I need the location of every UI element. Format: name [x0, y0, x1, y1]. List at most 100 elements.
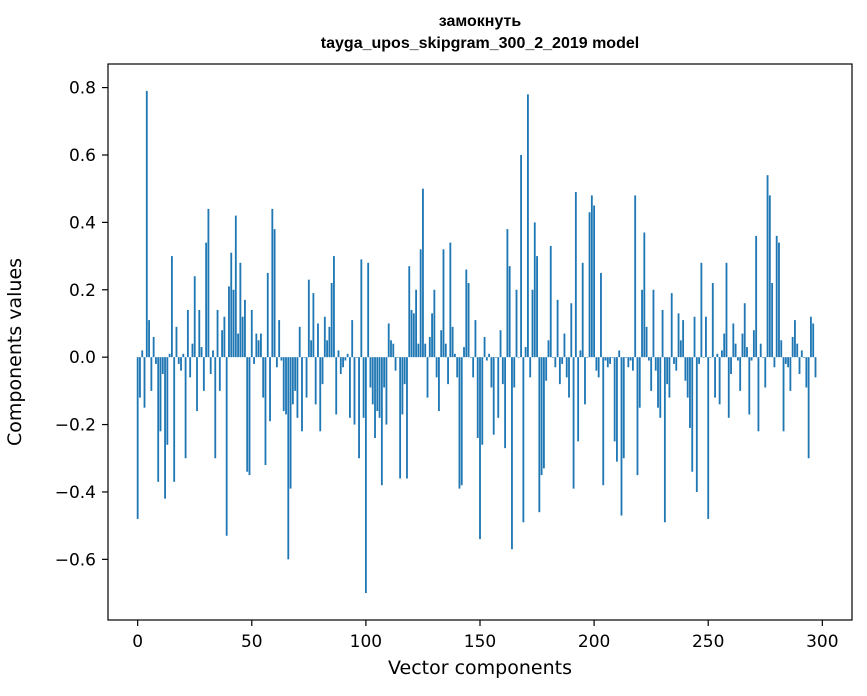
bar: [440, 330, 443, 358]
bar: [700, 262, 703, 358]
bar: [549, 245, 552, 358]
bar: [488, 353, 491, 358]
bar: [533, 222, 536, 358]
y-tick-label: 0.4: [69, 213, 96, 233]
bar: [659, 357, 662, 418]
bar: [501, 357, 504, 385]
bar: [266, 272, 269, 358]
bar: [716, 353, 719, 358]
bar: [739, 357, 742, 391]
bar: [212, 350, 214, 358]
bar: [182, 353, 185, 358]
bar: [750, 357, 753, 361]
bar: [180, 357, 182, 371]
bar: [408, 266, 411, 358]
bar: [693, 316, 696, 358]
bar: [515, 289, 518, 358]
bar: [634, 195, 637, 358]
bar: [349, 357, 351, 418]
bar: [392, 343, 395, 358]
bar: [796, 343, 799, 358]
bar: [657, 357, 659, 408]
bar: [810, 316, 812, 358]
bar: [780, 340, 783, 358]
bar: [177, 357, 180, 364]
bar: [495, 357, 497, 358]
bar: [631, 357, 634, 371]
bar: [264, 357, 267, 465]
bar: [668, 357, 671, 398]
bar: [812, 323, 815, 358]
bar: [721, 350, 723, 358]
bar: [435, 357, 438, 378]
bar: [458, 357, 461, 489]
bar: [629, 357, 632, 361]
bar: [214, 357, 217, 459]
bar: [371, 357, 374, 405]
x-tick-label: 0: [132, 632, 143, 652]
bar: [353, 357, 356, 425]
bar: [396, 357, 399, 358]
bar: [463, 347, 465, 358]
bar: [453, 353, 456, 358]
bar: [139, 357, 141, 398]
bar: [807, 357, 810, 459]
y-tick-label: −0.4: [55, 483, 96, 503]
bar: [221, 330, 224, 358]
bar: [321, 357, 324, 385]
bar: [237, 333, 239, 358]
bar: [291, 357, 294, 405]
bar: [239, 262, 242, 358]
bar: [511, 357, 513, 550]
bar: [312, 293, 315, 358]
bar: [695, 357, 698, 492]
bar: [184, 357, 187, 459]
bar: [305, 357, 308, 398]
bar: [784, 357, 787, 364]
bar: [755, 235, 758, 358]
bar: [499, 330, 502, 358]
bar: [618, 350, 621, 358]
bar: [225, 357, 228, 536]
bar: [319, 357, 322, 432]
bar: [136, 357, 139, 519]
bar: [200, 347, 203, 358]
bar: [465, 269, 468, 358]
bar: [426, 357, 429, 398]
bar: [173, 357, 176, 482]
bar: [314, 357, 317, 405]
bar: [367, 262, 370, 358]
y-tick-label: 0.0: [69, 348, 96, 368]
bar: [417, 343, 420, 358]
bar: [257, 340, 260, 358]
bar: [301, 357, 303, 432]
bar: [428, 336, 431, 358]
bar: [663, 357, 666, 523]
bar: [520, 154, 522, 358]
bar: [538, 357, 541, 513]
y-tick-label: 0.2: [69, 281, 96, 301]
bar: [330, 283, 333, 358]
bar: [282, 357, 285, 412]
bar: [638, 357, 641, 408]
bar: [524, 347, 527, 358]
bar: [682, 320, 685, 358]
bar: [686, 357, 689, 398]
x-tick-label: 250: [692, 632, 724, 652]
bar: [602, 357, 605, 486]
bar: [702, 357, 705, 358]
bar: [244, 299, 246, 358]
bar: [558, 357, 561, 385]
bar: [768, 195, 771, 358]
bar: [736, 357, 739, 361]
bar: [547, 340, 550, 358]
chart-title: замокнуть: [438, 13, 522, 30]
bar: [294, 357, 297, 391]
bar: [456, 357, 459, 378]
bar: [636, 357, 639, 476]
y-axis-label: Components values: [4, 257, 26, 446]
bar: [734, 343, 737, 358]
bar: [691, 357, 694, 472]
bar: [764, 357, 767, 388]
